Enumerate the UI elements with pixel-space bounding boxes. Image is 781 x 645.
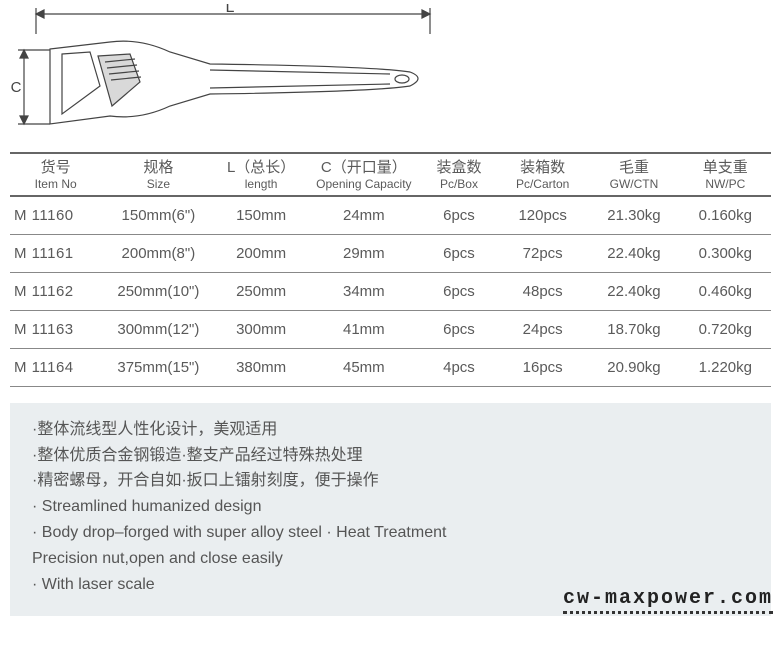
h5-cn: 装箱数 (499, 160, 586, 177)
cell-gw: 20.90kg (588, 348, 679, 386)
cell-ctn: 48pcs (497, 272, 588, 310)
h0-en: Item No (12, 177, 99, 191)
cell-gw: 22.40kg (588, 234, 679, 272)
table-row: M 11163300mm(12")300mm41mm6pcs24pcs18.70… (10, 310, 771, 348)
h2-en: length (217, 177, 304, 191)
cell-nw: 0.300kg (680, 234, 771, 272)
L-label: L (226, 4, 235, 16)
C-label: C (11, 79, 22, 96)
cell-ctn: 24pcs (497, 310, 588, 348)
h1-en: Size (103, 177, 213, 191)
cell-no: M 11160 (10, 196, 101, 235)
cell-box: 6pcs (421, 234, 497, 272)
cell-size: 375mm(15") (101, 348, 215, 386)
feature-line: ·精密螺母，开合自如·扳口上镭射刻度，便于操作 (32, 469, 749, 494)
h5-en: Pc/Carton (499, 177, 586, 191)
cell-nw: 0.720kg (680, 310, 771, 348)
h7-cn: 单支重 (682, 160, 769, 177)
h3-cn: C（开口量） (309, 160, 419, 177)
cell-size: 250mm(10") (101, 272, 215, 310)
h2-cn: L（总长） (217, 160, 304, 177)
cell-box: 6pcs (421, 196, 497, 235)
cell-cap: 41mm (307, 310, 421, 348)
cell-len: 380mm (215, 348, 306, 386)
h6-en: GW/CTN (590, 177, 677, 191)
cell-no: M 11164 (10, 348, 101, 386)
cell-len: 300mm (215, 310, 306, 348)
h0-cn: 货号 (12, 160, 99, 177)
cell-nw: 0.460kg (680, 272, 771, 310)
cell-ctn: 72pcs (497, 234, 588, 272)
cell-size: 200mm(8") (101, 234, 215, 272)
table-row: M 11160150mm(6")150mm24mm6pcs120pcs21.30… (10, 196, 771, 235)
watermark-text: cw-maxpower.com (563, 587, 773, 614)
cell-box: 6pcs (421, 310, 497, 348)
cell-gw: 22.40kg (588, 272, 679, 310)
h4-cn: 装盒数 (423, 160, 495, 177)
feature-line: ·整体优质合金钢锻造·整支产品经过特殊热处理 (32, 444, 749, 469)
cell-len: 250mm (215, 272, 306, 310)
cell-nw: 0.160kg (680, 196, 771, 235)
cell-gw: 21.30kg (588, 196, 679, 235)
feature-line: · Body drop–forged with super alloy stee… (32, 521, 749, 546)
table-row: M 11162250mm(10")250mm34mm6pcs48pcs22.40… (10, 272, 771, 310)
cell-len: 150mm (215, 196, 306, 235)
cell-size: 150mm(6") (101, 196, 215, 235)
header-row: 货号Item No 规格Size L（总长）length C（开口量）Openi… (10, 153, 771, 196)
cell-cap: 34mm (307, 272, 421, 310)
h7-en: NW/PC (682, 177, 769, 191)
h6-cn: 毛重 (590, 160, 677, 177)
feature-box: ·整体流线型人性化设计，美观适用·整体优质合金钢锻造·整支产品经过特殊热处理·精… (10, 403, 771, 617)
feature-line: Precision nut,open and close easily (32, 547, 749, 572)
table-row: M 11164375mm(15")380mm45mm4pcs16pcs20.90… (10, 348, 771, 386)
feature-line: · Streamlined humanized design (32, 495, 749, 520)
spec-table-container: 货号Item No 规格Size L（总长）length C（开口量）Openi… (0, 152, 781, 387)
cell-len: 200mm (215, 234, 306, 272)
cell-cap: 45mm (307, 348, 421, 386)
cell-no: M 11162 (10, 272, 101, 310)
cell-gw: 18.70kg (588, 310, 679, 348)
h3-en: Opening Capacity (309, 177, 419, 191)
cell-ctn: 16pcs (497, 348, 588, 386)
h1-cn: 规格 (103, 160, 213, 177)
cell-box: 4pcs (421, 348, 497, 386)
cell-no: M 11161 (10, 234, 101, 272)
feature-line: ·整体流线型人性化设计，美观适用 (32, 418, 749, 443)
wrench-diagram: L C (0, 0, 781, 152)
cell-ctn: 120pcs (497, 196, 588, 235)
h4-en: Pc/Box (423, 177, 495, 191)
cell-cap: 29mm (307, 234, 421, 272)
cell-nw: 1.220kg (680, 348, 771, 386)
spec-table: 货号Item No 规格Size L（总长）length C（开口量）Openi… (10, 152, 771, 387)
cell-size: 300mm(12") (101, 310, 215, 348)
cell-box: 6pcs (421, 272, 497, 310)
cell-cap: 24mm (307, 196, 421, 235)
table-row: M 11161200mm(8")200mm29mm6pcs72pcs22.40k… (10, 234, 771, 272)
cell-no: M 11163 (10, 310, 101, 348)
